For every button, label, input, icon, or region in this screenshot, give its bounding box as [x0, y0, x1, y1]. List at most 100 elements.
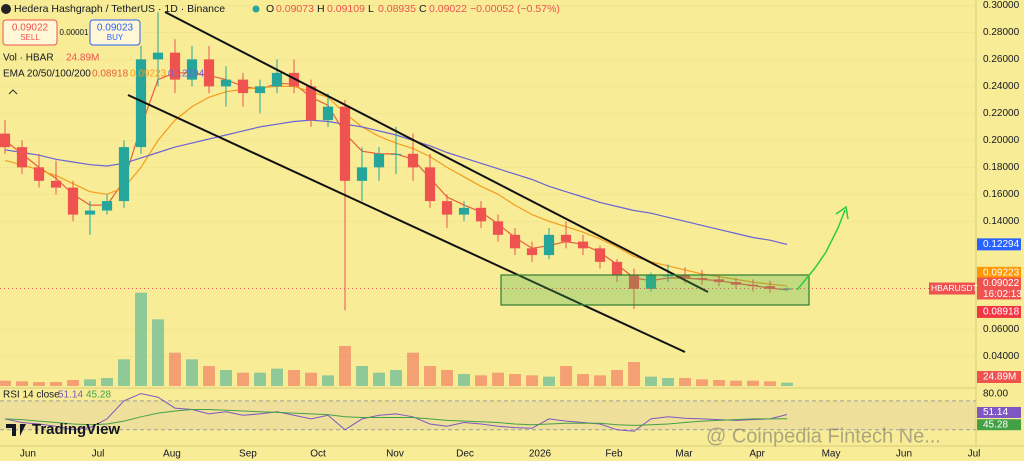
candle-body [509, 234, 521, 249]
candle-body [407, 153, 419, 168]
spread: 0.00001 [60, 28, 89, 37]
symbol-tag-box [929, 282, 975, 295]
x-tick-label: May [822, 449, 841, 460]
y-tick-label: 0.24000 [983, 81, 1020, 92]
candle-body [696, 278, 708, 280]
candle-body [390, 153, 402, 155]
market-status [252, 5, 260, 13]
countdown: 16:02:13 [983, 289, 1022, 300]
volume-bar [492, 372, 504, 386]
candle-body [186, 59, 198, 80]
y-tick-label: 0.14000 [983, 216, 1020, 227]
volume-bar [747, 380, 759, 386]
volume-bar [781, 382, 793, 386]
candle-body [781, 288, 793, 290]
candle-body [33, 167, 45, 181]
candle-body [0, 133, 11, 148]
last-price: 0.09022 [983, 278, 1020, 289]
volume-bar [220, 370, 232, 386]
change: −0.00052 (−0.57%) [470, 3, 560, 15]
symbol-title: Hedera Hashgraph / TetherUS · 1D · Binan… [14, 3, 225, 15]
volume-bar [135, 292, 147, 386]
x-tick-label: 2026 [529, 449, 552, 460]
volume-bar [50, 382, 62, 386]
ema-value: 0.09223 [130, 69, 167, 80]
buy-label: BUY [107, 33, 124, 42]
candle-body [526, 248, 538, 256]
volume-bar [679, 378, 691, 386]
volume-value: 24.89M [66, 53, 99, 64]
ohlc-key: H [317, 3, 325, 15]
volume-bar [526, 375, 538, 386]
x-tick-label: Oct [310, 449, 326, 460]
volume-bar [356, 366, 368, 386]
candle-body [118, 147, 130, 202]
volume-bar [509, 374, 521, 386]
volume-bar [696, 379, 708, 386]
ema-value: 0.08918 [92, 69, 129, 80]
ohlc-value: 0.08935 [378, 3, 416, 15]
arrow-head [835, 205, 849, 220]
volume-bar [662, 378, 674, 386]
volume-bar [0, 380, 11, 386]
x-tick-label: Jun [20, 449, 36, 460]
volume-title: Vol · HBAR [3, 53, 54, 64]
price-label: 0.12294 [983, 239, 1020, 250]
candle-body [67, 187, 79, 215]
buy-button[interactable] [89, 19, 141, 46]
volume-bar [254, 372, 266, 386]
logo: TradingView [32, 421, 120, 438]
range-box [500, 274, 810, 306]
price-label: 0.09223 [983, 267, 1020, 278]
price-label-box [977, 305, 1021, 318]
volume-bar [458, 374, 470, 386]
volume-bar [407, 352, 419, 386]
volume-bar [577, 374, 589, 386]
volume-bar [186, 359, 198, 386]
ohlc-value: 0.09073 [276, 3, 314, 15]
ema-value: 0.12294 [168, 69, 205, 80]
rsi-label-box [977, 419, 1021, 431]
volume-bar [84, 379, 96, 386]
volume-bar [594, 375, 606, 386]
ohlc: O 0.09073 H 0.09109 L 0.08935 C 0.09022 −0.00052… [266, 3, 560, 15]
rsi-value: 51.14 [58, 390, 83, 401]
y-tick-label: 0.20000 [983, 135, 1020, 146]
rsi-line [4, 409, 788, 426]
volume-bar [543, 376, 555, 386]
collapse-icon[interactable] [8, 89, 18, 95]
channel-upper [164, 11, 709, 293]
y-tick-label: 0.30000 [983, 0, 1020, 11]
ohlc-key: C [419, 3, 427, 15]
volume-label-box [977, 371, 1021, 383]
rsi-label: 51.14 [983, 407, 1008, 418]
y-tick-label: 0.18000 [983, 162, 1020, 173]
candle-body [611, 261, 623, 276]
volume-bar [203, 366, 215, 386]
symbol-icon [1, 4, 11, 14]
candle-body [458, 207, 470, 215]
sell-button[interactable] [2, 19, 58, 46]
price-label-box [977, 266, 1021, 279]
volume-bar [611, 370, 623, 386]
candle-body [16, 147, 28, 168]
x-tick-label: Aug [163, 449, 181, 460]
rsi-label: 45.28 [983, 419, 1008, 430]
x-tick-label: Sep [239, 449, 257, 460]
y-tick-label: 0.04000 [983, 351, 1020, 362]
volume-bar [288, 370, 300, 386]
volume-bar [424, 366, 436, 386]
price-label: 0.08918 [983, 307, 1020, 318]
ohlc-key: L [368, 3, 374, 15]
x-tick-label: Mar [675, 449, 693, 460]
volume-bar [67, 380, 79, 386]
candle-body [101, 201, 113, 211]
volume-bar [152, 319, 164, 386]
volume-bar [475, 375, 487, 386]
projection-arrow [796, 209, 846, 291]
y-tick-label: 0.06000 [983, 324, 1020, 335]
candle-body [560, 234, 572, 242]
candle-body [577, 241, 589, 249]
volume-label: 24.89M [983, 372, 1016, 383]
candle-body [730, 282, 742, 285]
